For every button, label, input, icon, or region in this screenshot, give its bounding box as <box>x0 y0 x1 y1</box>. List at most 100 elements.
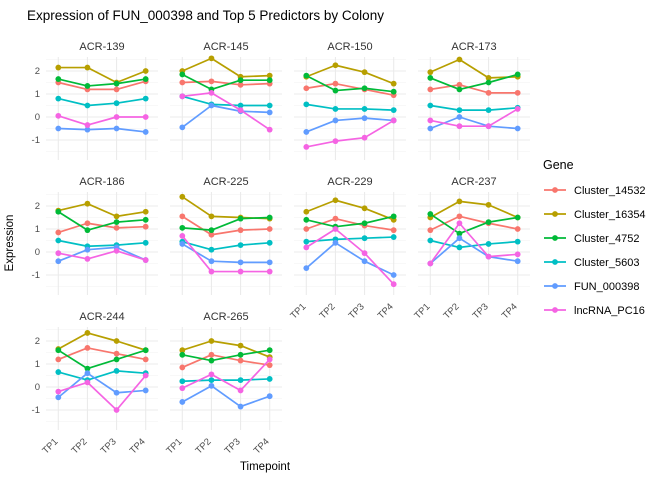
series-points-lncRNA_PC16 <box>55 372 149 413</box>
data-point <box>361 250 368 257</box>
x-tick-label: TP4 <box>376 301 396 321</box>
data-point <box>113 356 120 363</box>
legend-entry-label: Cluster_16354 <box>574 209 646 221</box>
data-point <box>113 389 120 396</box>
data-point <box>266 102 273 109</box>
legend: Gene Cluster_14532 Cluster_16354 Cluster_47… <box>543 158 646 317</box>
data-point <box>266 259 273 266</box>
data-point <box>456 198 463 205</box>
x-tick-label: TP2 <box>317 301 337 321</box>
data-point <box>84 370 91 377</box>
data-point <box>179 224 186 231</box>
series-points-Cluster_5603 <box>303 234 397 245</box>
series-line-Cluster_14532 <box>430 83 518 94</box>
facet-ACR-139: ACR-139 2 1 0 -1 <box>32 41 158 160</box>
data-point <box>303 144 310 150</box>
data-point <box>208 357 215 364</box>
data-point <box>266 214 273 221</box>
data-point <box>84 365 91 372</box>
series-line-Cluster_16354 <box>182 340 270 358</box>
data-point <box>208 268 215 275</box>
data-point <box>237 342 244 349</box>
data-point <box>142 257 149 263</box>
series-points-Cluster_4752 <box>303 72 397 95</box>
series-line-FUN_000398 <box>57 372 146 399</box>
series-line-lncRNA_PC16 <box>182 91 271 131</box>
data-point <box>142 356 149 363</box>
data-point <box>113 114 120 120</box>
series-points-lncRNA_PC16 <box>55 112 149 128</box>
series-line-Cluster_4752 <box>182 349 270 362</box>
series-line-Cluster_4752 <box>57 211 146 231</box>
data-point <box>237 242 244 249</box>
data-point <box>142 68 149 74</box>
series-points-lncRNA_PC16 <box>179 89 273 133</box>
legend-key-point <box>552 235 558 241</box>
data-point <box>332 215 339 222</box>
data-point <box>390 107 397 113</box>
data-point <box>84 256 91 262</box>
data-point <box>84 345 91 351</box>
data-point <box>303 265 310 271</box>
data-point <box>303 216 310 223</box>
series-line-Cluster_16354 <box>306 199 394 221</box>
data-point <box>237 377 244 383</box>
data-point <box>303 208 310 215</box>
data-point <box>55 229 62 236</box>
data-point <box>113 125 120 132</box>
data-point <box>332 80 339 87</box>
data-point <box>361 69 368 76</box>
x-tick-label: TP1 <box>164 436 184 456</box>
data-point <box>390 80 397 87</box>
series-line-Cluster_5603 <box>182 95 270 107</box>
series-line-Cluster_5603 <box>58 370 146 381</box>
series-line-Cluster_4752 <box>182 216 270 231</box>
series-points-lncRNA_PC16 <box>55 247 149 263</box>
data-point <box>427 125 434 132</box>
data-point <box>179 378 186 385</box>
series-points-FUN_000398 <box>179 382 273 410</box>
data-point <box>142 95 149 102</box>
data-point <box>266 126 273 133</box>
data-point <box>456 123 463 130</box>
facet-strip-label: ACR-173 <box>451 41 496 53</box>
series-points-Cluster_4752 <box>427 71 521 93</box>
x-tick-label: TP4 <box>252 436 272 456</box>
data-point <box>142 372 149 379</box>
series-line-Cluster_16354 <box>58 66 146 84</box>
data-point <box>303 101 310 108</box>
legend-entry-label: Cluster_14532 <box>574 185 646 197</box>
x-tick-label: TP3 <box>471 301 491 321</box>
data-point <box>84 330 91 336</box>
legend-entry-label: Cluster_5603 <box>574 257 639 269</box>
series-line-Cluster_14532 <box>181 215 270 236</box>
data-point <box>332 138 339 145</box>
data-point <box>427 237 434 244</box>
data-point <box>427 69 434 76</box>
y-tick-label: 0 <box>35 382 40 393</box>
data-point <box>390 227 397 234</box>
data-point <box>142 347 149 354</box>
series-points-Cluster_14532 <box>179 78 273 88</box>
data-point <box>84 246 91 253</box>
data-point <box>361 134 368 141</box>
facet-ACR-229: ACR-229 TP1 TP2 TP3 TP4 <box>288 176 406 321</box>
y-tick-label: -1 <box>32 270 40 281</box>
x-tick-label: TP3 <box>347 301 367 321</box>
series-points-Cluster_14532 <box>55 345 149 363</box>
data-point <box>266 268 273 275</box>
x-tick-label: TP2 <box>441 301 461 321</box>
data-point <box>237 102 244 109</box>
series-line-Cluster_4752 <box>429 213 518 235</box>
data-point <box>456 114 463 120</box>
data-point <box>332 239 339 246</box>
series-line-lncRNA_PC16 <box>305 228 395 285</box>
data-point <box>390 88 397 95</box>
data-point <box>179 385 186 392</box>
data-point <box>55 237 62 244</box>
series-points-Cluster_14532 <box>427 213 521 234</box>
x-tick-label: TP2 <box>69 436 89 456</box>
data-point <box>266 347 273 354</box>
data-point <box>237 81 244 88</box>
data-point <box>55 112 62 119</box>
